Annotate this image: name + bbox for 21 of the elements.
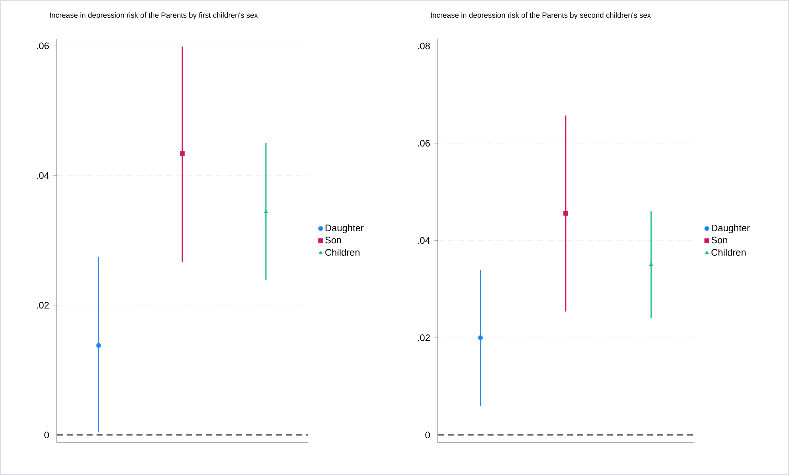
legend-label: Daughter (326, 224, 364, 234)
y-tick-label: .06 (37, 42, 50, 50)
y-tick-label: .02 (37, 302, 50, 309)
legend-label: Children (712, 249, 746, 256)
legend-label: Son (326, 236, 342, 244)
y-tick-label: .04 (37, 172, 50, 180)
y-tick-label: .02 (418, 334, 430, 342)
legend-label: Children (326, 249, 360, 256)
point (96, 343, 102, 348)
y-tick-label: .06 (418, 140, 430, 147)
y-tick-label: 0 (44, 432, 50, 439)
point (180, 151, 185, 156)
y-tick-label: 0 (426, 432, 430, 439)
point (649, 262, 654, 266)
point (264, 210, 268, 214)
point (564, 211, 568, 216)
legend-label: Son (712, 236, 728, 244)
point (478, 336, 484, 340)
y-tick-label: .04 (418, 237, 430, 244)
y-tick-label: .08 (418, 42, 430, 50)
legend-label: Daughter (712, 224, 750, 234)
